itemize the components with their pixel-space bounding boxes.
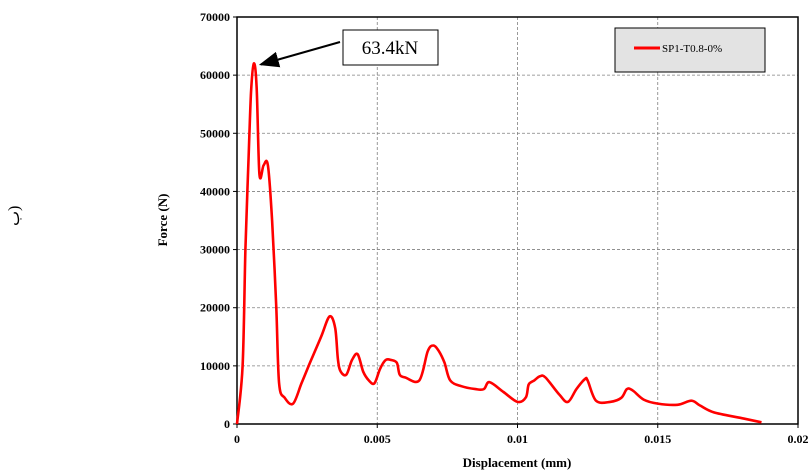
peak-annotation: 63.4kN: [258, 29, 439, 68]
annotation-text: 63.4kN: [362, 38, 419, 59]
y-tick-label: 60000: [200, 68, 230, 82]
legend-box: [614, 27, 766, 73]
y-tick-label: 50000: [200, 126, 230, 140]
y-tick-label: 0: [224, 417, 230, 431]
y-tick-label: 70000: [200, 10, 230, 24]
annotation-box: [342, 29, 439, 66]
y-tick-label: 40000: [200, 184, 230, 198]
annotation-arrow: [258, 41, 341, 68]
x-axis-title: Displacement (mm): [463, 455, 572, 470]
x-tick-label: 0.01: [507, 432, 528, 446]
series-line: [235, 62, 762, 425]
legend-label: SP1-T0.8-0%: [662, 43, 722, 55]
x-tick-label: 0.005: [364, 432, 391, 446]
x-tick-label: 0.015: [644, 432, 671, 446]
y-tick-label: 20000: [200, 301, 230, 315]
y-tick-label: 10000: [200, 359, 230, 373]
x-tick-label: 0.02: [788, 432, 809, 446]
legend: SP1-T0.8-0%: [614, 27, 766, 73]
x-tick-label: 0: [234, 432, 240, 446]
y-axis-title: Force (N): [155, 194, 170, 247]
y-tick-label: 30000: [200, 243, 230, 257]
